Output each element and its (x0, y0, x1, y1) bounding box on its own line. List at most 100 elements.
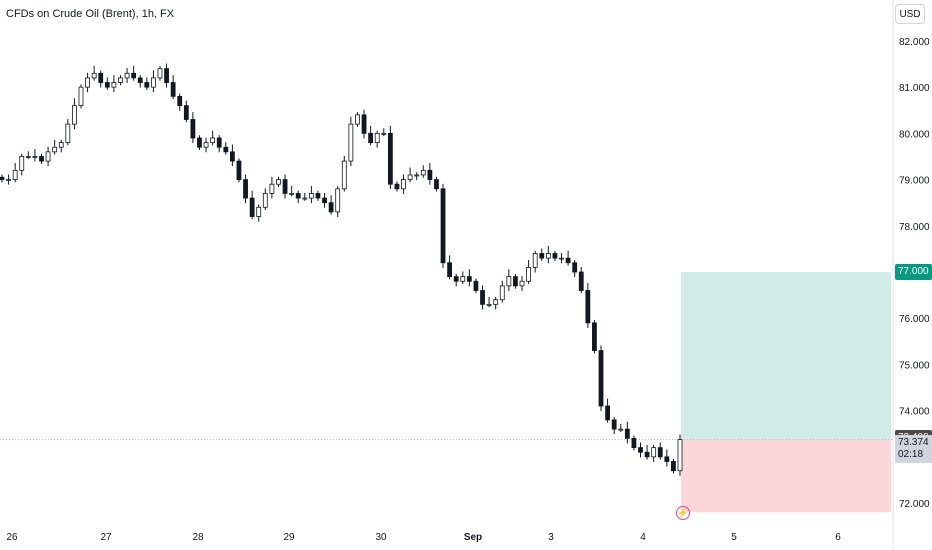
x-tick-label: 6 (835, 532, 841, 543)
candle-body (308, 193, 314, 199)
candle-body (170, 82, 176, 97)
candle-body (52, 146, 58, 153)
candle-body (315, 193, 321, 199)
y-tick-label: 72.000 (899, 499, 930, 510)
candle-body (651, 447, 657, 458)
profit-target-zone[interactable] (681, 272, 891, 440)
x-tick-label: 29 (283, 532, 295, 543)
candle-body (506, 276, 512, 287)
candle-body (466, 276, 472, 282)
candle-body (137, 77, 143, 83)
x-tick-label: 4 (640, 532, 646, 543)
candle-body (348, 123, 354, 162)
candle-body (401, 179, 406, 190)
candle-body (216, 137, 222, 148)
current-price-box: 73.374 02:18 (895, 434, 932, 463)
candle-body (374, 132, 380, 144)
candle-body (144, 82, 150, 88)
lightning-icon[interactable]: ⚡ (676, 506, 690, 520)
candle-body (118, 77, 123, 83)
candle-body (513, 276, 518, 287)
candle-body (157, 68, 163, 79)
candle-body (460, 276, 466, 282)
candle-body (150, 77, 156, 88)
y-tick-label: 78.000 (899, 222, 930, 233)
candle-body (519, 280, 525, 287)
candle-body (177, 95, 183, 107)
candle-body (190, 119, 196, 139)
candle-body (197, 137, 202, 148)
candle-body (328, 202, 334, 213)
candle-body (387, 132, 393, 185)
candle-body (223, 146, 229, 153)
candle-body (361, 114, 367, 134)
candle-body (420, 169, 426, 176)
x-tick-label: 3 (548, 532, 554, 543)
candle-body (394, 183, 400, 190)
y-tick-label: 75.000 (899, 360, 930, 371)
candle-body (592, 322, 597, 351)
candle-body (447, 262, 453, 278)
x-tick-label: 30 (375, 532, 387, 543)
candle-body (539, 253, 545, 259)
candle-body (0, 176, 5, 180)
candle-body (664, 456, 670, 462)
candle-body (322, 197, 327, 204)
candle-body (368, 132, 374, 144)
candle-body (335, 188, 341, 213)
candle-body (236, 160, 242, 180)
candle-body (6, 179, 11, 181)
candle-body (243, 179, 248, 199)
candle-body (19, 156, 25, 171)
target-price-label: 77.000 (895, 264, 932, 280)
x-tick-label: 28 (192, 532, 204, 543)
candle-body (559, 257, 564, 260)
candle-body (440, 188, 446, 264)
candle-body (657, 447, 663, 458)
candle-body (25, 156, 31, 158)
x-tick-label: 27 (100, 532, 112, 543)
candle-body (58, 142, 64, 148)
candle-body (203, 142, 209, 148)
x-tick-label: Sep (464, 532, 482, 543)
candle-body (572, 262, 578, 273)
candle-body (229, 151, 235, 162)
candle-body (276, 179, 281, 185)
candle-body (91, 72, 97, 79)
candle-body (644, 451, 650, 458)
candle-body (499, 285, 505, 301)
currency-button[interactable]: USD (895, 4, 925, 24)
candle-body (183, 105, 189, 120)
candle-body (414, 174, 420, 177)
candle-body (532, 253, 538, 268)
current-price-value: 73.374 (898, 436, 929, 448)
candle-body (565, 257, 571, 264)
y-tick-label: 76.000 (899, 314, 930, 325)
candle-body (164, 68, 169, 83)
candle-body (104, 82, 110, 88)
y-tick-label: 79.000 (899, 176, 930, 187)
candle-body (249, 197, 255, 217)
y-tick-label: 81.000 (899, 83, 930, 94)
candle-body (671, 461, 676, 472)
candle-body (677, 439, 683, 472)
candle-body (65, 123, 71, 144)
candle-body (98, 72, 104, 83)
candle-body (45, 151, 51, 162)
candle-body (598, 350, 604, 407)
candle-body (39, 156, 44, 162)
chart-title: CFDs on Crude Oil (Brent), 1h, FX (6, 8, 175, 20)
candle-body (473, 280, 479, 291)
stop-loss-zone[interactable] (681, 439, 891, 513)
candle-body (341, 160, 347, 190)
x-tick-label: 5 (731, 532, 737, 543)
candle-body (131, 72, 137, 79)
candle-body (85, 77, 90, 88)
candle-body (486, 303, 492, 306)
candle-body (302, 197, 308, 200)
candle-body (111, 82, 117, 88)
candle-body (638, 447, 643, 453)
candle-body (407, 174, 413, 180)
candle-body (295, 193, 301, 199)
